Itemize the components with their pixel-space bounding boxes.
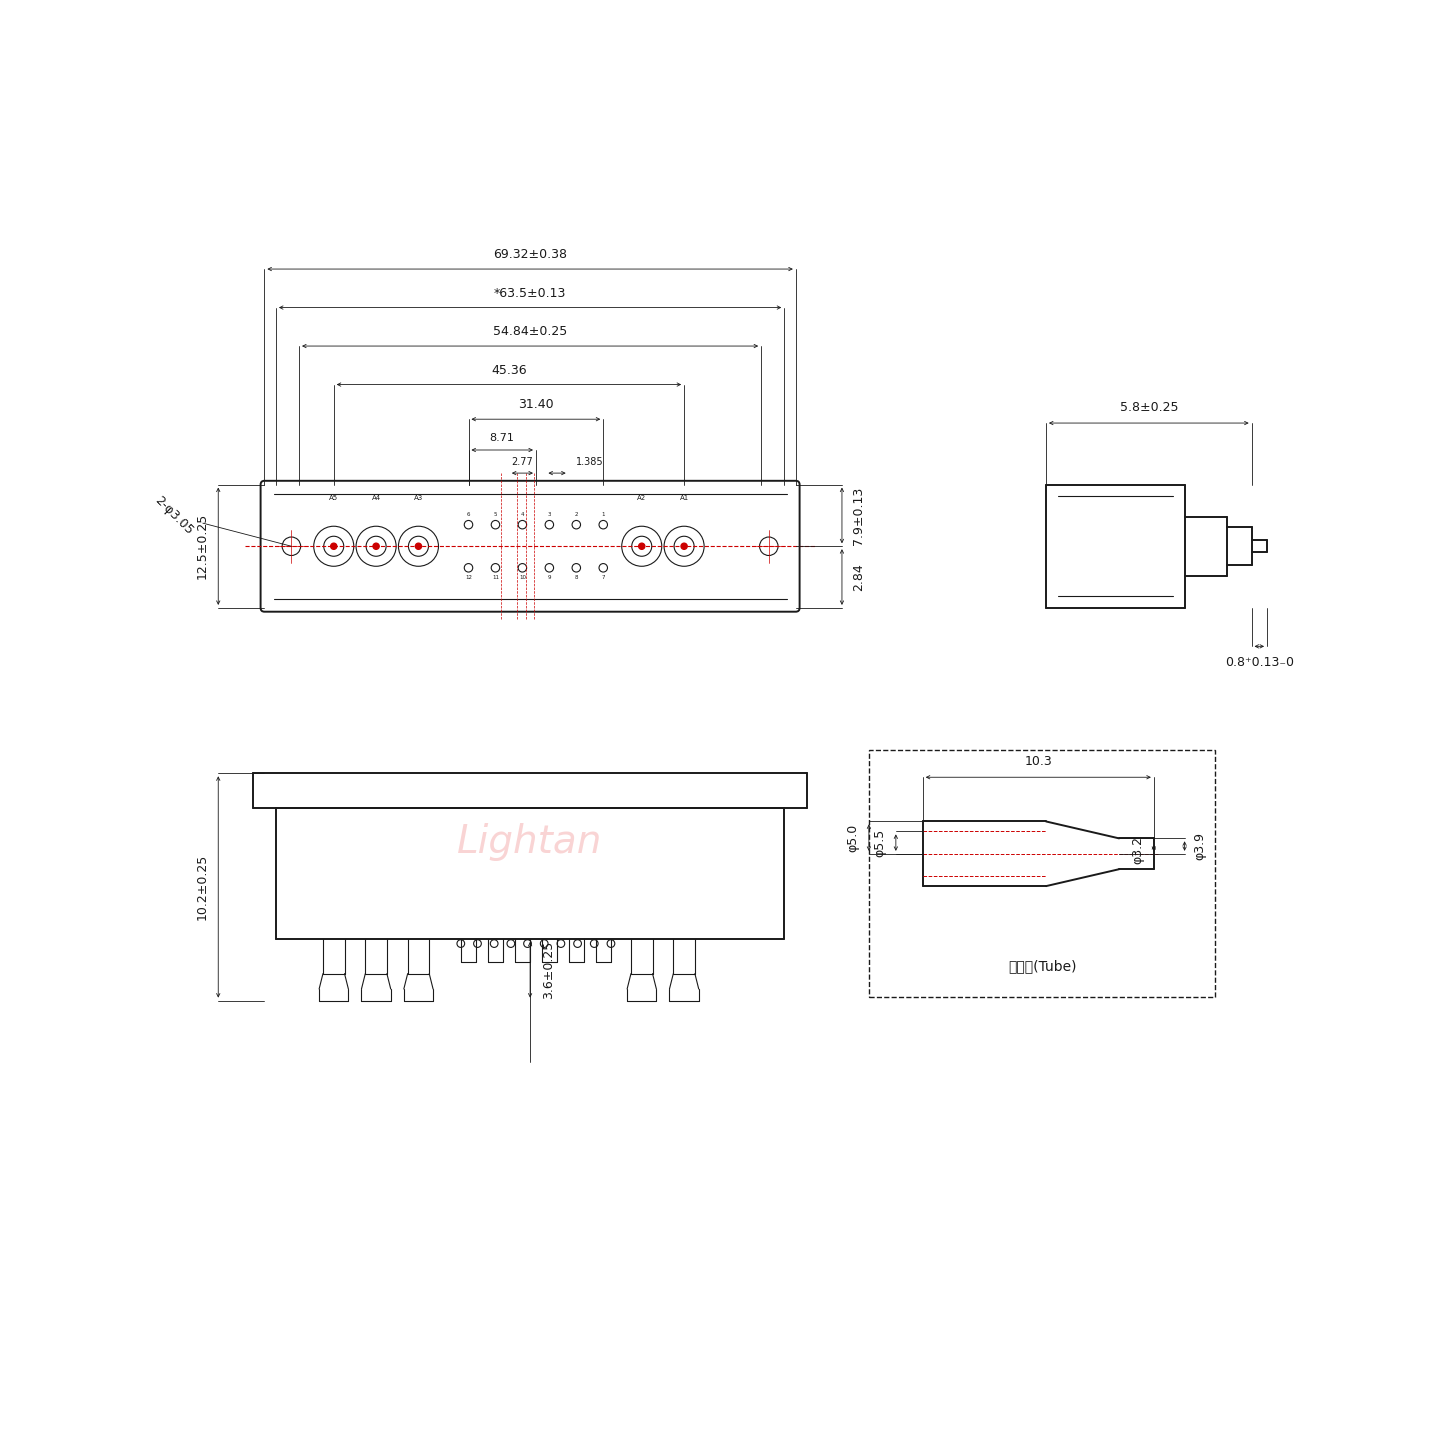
Text: A5: A5 [330, 495, 338, 501]
Text: A1: A1 [680, 495, 688, 501]
Text: 10.2±0.25: 10.2±0.25 [196, 854, 209, 920]
Circle shape [331, 543, 337, 549]
Text: 54.84±0.25: 54.84±0.25 [492, 325, 567, 338]
Text: 2.84: 2.84 [852, 563, 865, 590]
Text: 3.6±0.25: 3.6±0.25 [541, 940, 554, 999]
Text: 11: 11 [492, 575, 498, 580]
Text: 7: 7 [602, 575, 605, 580]
Text: A3: A3 [413, 495, 423, 501]
Text: 3: 3 [547, 513, 552, 517]
FancyBboxPatch shape [261, 481, 799, 612]
Text: 45.36: 45.36 [491, 364, 527, 377]
Text: 2: 2 [575, 513, 577, 517]
Text: 2.77: 2.77 [511, 456, 533, 467]
Circle shape [681, 543, 687, 549]
Text: 4: 4 [521, 513, 524, 517]
Text: A4: A4 [372, 495, 380, 501]
Text: 69.32±0.38: 69.32±0.38 [492, 248, 567, 261]
Text: 12.5±0.25: 12.5±0.25 [196, 513, 209, 579]
Text: φ3.2: φ3.2 [1132, 837, 1145, 864]
Text: 9: 9 [547, 575, 552, 580]
Circle shape [415, 543, 422, 549]
Text: 5: 5 [494, 513, 497, 517]
Text: *63.5±0.13: *63.5±0.13 [494, 287, 566, 300]
Text: Lightan: Lightan [458, 824, 603, 861]
Circle shape [639, 543, 645, 549]
Text: 屏蔽管(Tube): 屏蔽管(Tube) [1008, 959, 1076, 973]
Text: φ5.0: φ5.0 [847, 824, 860, 851]
Text: 7.9±0.13: 7.9±0.13 [852, 487, 865, 544]
Text: 10: 10 [518, 575, 526, 580]
Bar [868, 750, 1215, 996]
Text: 10.3: 10.3 [1024, 755, 1053, 768]
Text: φ5.5: φ5.5 [874, 828, 887, 857]
Text: 12: 12 [465, 575, 472, 580]
Text: 1: 1 [602, 513, 605, 517]
Text: 8.71: 8.71 [490, 433, 514, 444]
Text: 31.40: 31.40 [518, 399, 554, 412]
Text: 2-φ3.05: 2-φ3.05 [151, 494, 196, 537]
Text: 5.8±0.25: 5.8±0.25 [1119, 400, 1178, 413]
Text: 8: 8 [575, 575, 577, 580]
Text: 1.385: 1.385 [576, 456, 603, 467]
Text: φ3.9: φ3.9 [1194, 832, 1207, 860]
Text: A2: A2 [636, 495, 647, 501]
Circle shape [373, 543, 379, 549]
Text: 0.8⁺0.13₋0: 0.8⁺0.13₋0 [1225, 655, 1293, 668]
Text: 6: 6 [467, 513, 471, 517]
